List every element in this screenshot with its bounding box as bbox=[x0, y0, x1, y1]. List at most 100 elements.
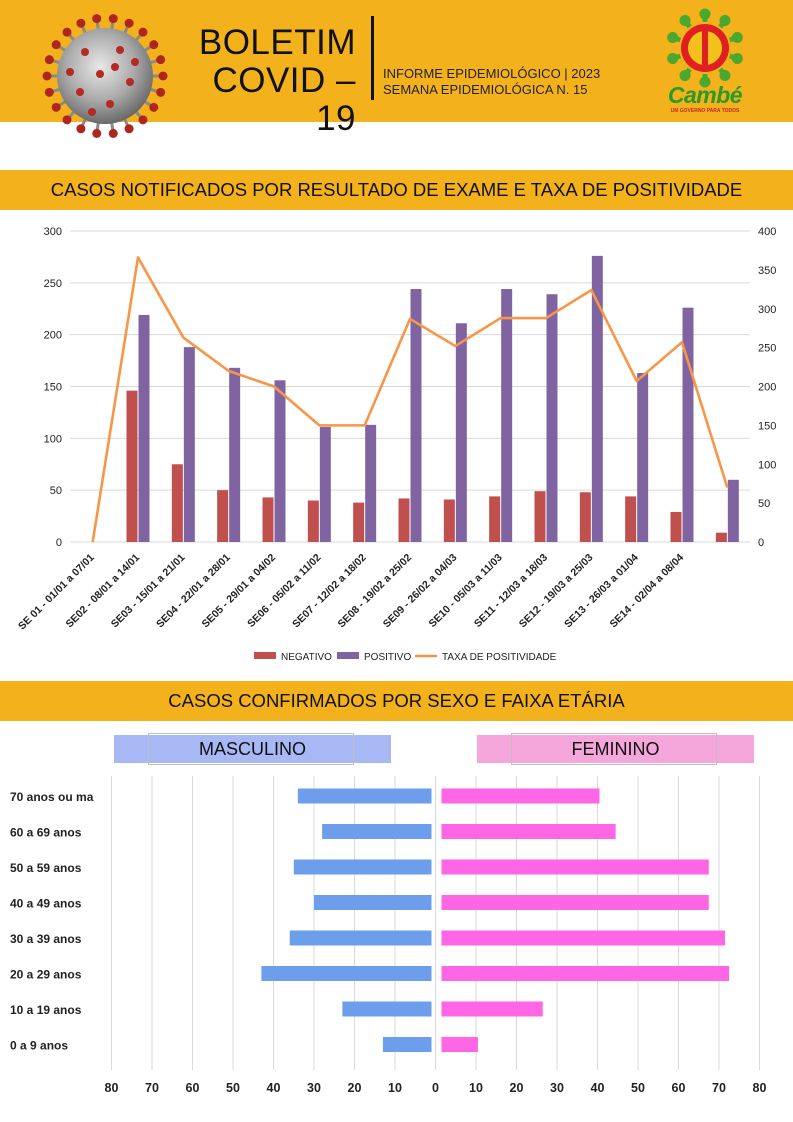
section-title-confirmados: CASOS CONFIRMADOS POR SEXO E FAIXA ETÁRI… bbox=[0, 681, 793, 721]
category-label: 40 a 49 anos bbox=[10, 897, 82, 911]
x-tick-label: 70 bbox=[145, 1081, 159, 1095]
bar-negativo bbox=[670, 511, 682, 542]
x-tick-label: 80 bbox=[105, 1081, 119, 1095]
y2-tick-label: 350 bbox=[758, 265, 776, 277]
x-tick-label: 80 bbox=[753, 1081, 767, 1095]
bar-masculino bbox=[293, 859, 432, 875]
category-label: 50 a 59 anos bbox=[10, 861, 82, 875]
category-label: 30 a 39 anos bbox=[10, 932, 82, 946]
virus-spike-tip bbox=[62, 115, 72, 125]
bar-positivo bbox=[591, 255, 603, 542]
feminino-label: FEMININO bbox=[571, 739, 660, 759]
x-tick-label: 60 bbox=[672, 1081, 686, 1095]
y2-tick-label: 250 bbox=[758, 343, 776, 355]
y-tick-label: 50 bbox=[50, 485, 62, 497]
bar-positivo bbox=[727, 479, 739, 542]
virus-spike-tip bbox=[81, 48, 89, 56]
x-tick-label: 40 bbox=[267, 1081, 281, 1095]
bar-negativo bbox=[398, 498, 410, 542]
x-tick-label: 30 bbox=[307, 1081, 321, 1095]
logo-figure bbox=[728, 35, 738, 43]
y2-tick-label: 300 bbox=[758, 304, 776, 316]
virus-spike-tip bbox=[92, 14, 102, 24]
x-tick-label: SE 01 - 01/01 a 07/01 bbox=[16, 552, 97, 633]
virus-spike-tip bbox=[138, 27, 148, 37]
age-sex-chart: 80 70 60 50 40 30 20 10 0 10 20 30 40 50 60 70 80 70 anos… bbox=[10, 776, 767, 1095]
x-tick-label: 30 bbox=[550, 1081, 564, 1095]
virus-spike-tip bbox=[51, 102, 61, 112]
virus-spike-tip bbox=[44, 55, 54, 65]
y-tick-label: 300 bbox=[44, 226, 62, 238]
feminino-header-frame bbox=[511, 733, 717, 765]
x-tick-label: 50 bbox=[631, 1081, 645, 1095]
x-tick-label: 20 bbox=[348, 1081, 362, 1095]
bar-positivo bbox=[501, 289, 513, 542]
x-tick-label: 0 bbox=[432, 1081, 439, 1095]
logo-figure bbox=[683, 67, 692, 77]
logo-figure bbox=[683, 19, 692, 29]
header-divider bbox=[371, 16, 374, 100]
x-tick-label: 70 bbox=[712, 1081, 726, 1095]
section-title-notificados: CASOS NOTIFICADOS POR RESULTADO DE EXAME… bbox=[0, 170, 793, 210]
legend-swatch-negativo bbox=[254, 652, 276, 659]
bar-feminino bbox=[441, 1001, 543, 1017]
info-line-2: SEMANA EPIDEMIOLÓGICA N. 15 bbox=[383, 82, 588, 97]
y2-tick-label: 0 bbox=[758, 537, 764, 549]
y-tick-label: 150 bbox=[44, 382, 62, 394]
bar-negativo bbox=[217, 490, 229, 542]
y-tick-label: 200 bbox=[44, 330, 62, 342]
bar-feminino bbox=[441, 1037, 478, 1052]
logo-figure bbox=[672, 35, 682, 43]
virus-spike-tip bbox=[138, 115, 148, 125]
legend-label-negativo: NEGATIVO bbox=[281, 652, 332, 663]
virus-spike-tip bbox=[44, 87, 54, 97]
category-label: 70 anos ou ma bbox=[10, 790, 94, 804]
title-line-1: BOLETIM bbox=[198, 23, 356, 62]
bar-positivo bbox=[183, 347, 195, 542]
y2-tick-label: 50 bbox=[758, 498, 770, 510]
logo-figure bbox=[699, 8, 711, 20]
bar-masculino bbox=[297, 788, 432, 804]
x-tick-label: 50 bbox=[226, 1081, 240, 1095]
coronavirus-illustration bbox=[42, 14, 168, 138]
y2-tick-label: 400 bbox=[758, 226, 776, 238]
bar-feminino bbox=[441, 930, 725, 946]
logo-figure bbox=[728, 53, 738, 61]
virus-spike-tip bbox=[126, 78, 134, 86]
y2-tick-label: 150 bbox=[758, 420, 776, 432]
virus-spike-tip bbox=[149, 102, 159, 112]
x-tick-label: 40 bbox=[591, 1081, 605, 1095]
bar-masculino bbox=[261, 966, 432, 981]
bar-positivo bbox=[682, 307, 694, 542]
bar-positivo bbox=[637, 373, 649, 542]
x-tick-label: 10 bbox=[469, 1081, 483, 1095]
bar-feminino bbox=[441, 859, 709, 875]
y-tick-label: 0 bbox=[56, 537, 62, 549]
category-label: 60 a 69 anos bbox=[10, 826, 82, 840]
bar-negativo bbox=[443, 499, 455, 542]
virus-spike-tip bbox=[92, 128, 102, 138]
bar-feminino bbox=[441, 966, 730, 981]
logo-figure bbox=[699, 76, 711, 88]
virus-spike-tip bbox=[88, 108, 96, 116]
bar-positivo bbox=[229, 367, 241, 542]
virus-spike-tip bbox=[66, 68, 74, 76]
bar-negativo bbox=[126, 390, 138, 542]
bar-masculino bbox=[314, 895, 432, 910]
x-tick-label: 60 bbox=[186, 1081, 200, 1095]
bar-negativo bbox=[715, 532, 727, 542]
virus-spike-tip bbox=[42, 71, 52, 81]
page-title: BOLETIM COVID – 19 bbox=[170, 24, 356, 138]
virus-spike-tip bbox=[108, 128, 118, 138]
bar-feminino bbox=[441, 824, 616, 839]
bar-negativo bbox=[307, 500, 319, 542]
virus-spike-tip bbox=[76, 124, 86, 134]
cambe-logo bbox=[667, 8, 743, 88]
virus-spike-tip bbox=[76, 18, 86, 28]
virus-spike-tip bbox=[116, 46, 124, 54]
notified-cases-chart: 0 50 100 150 200 250 300 0 50 100 150 200 250 300 350 4… bbox=[16, 226, 776, 663]
virus-spike-tip bbox=[62, 27, 72, 37]
logo-name: Cambé bbox=[667, 82, 743, 108]
virus-spike-tip bbox=[96, 70, 104, 78]
title-line-2: COVID – 19 bbox=[212, 61, 356, 138]
